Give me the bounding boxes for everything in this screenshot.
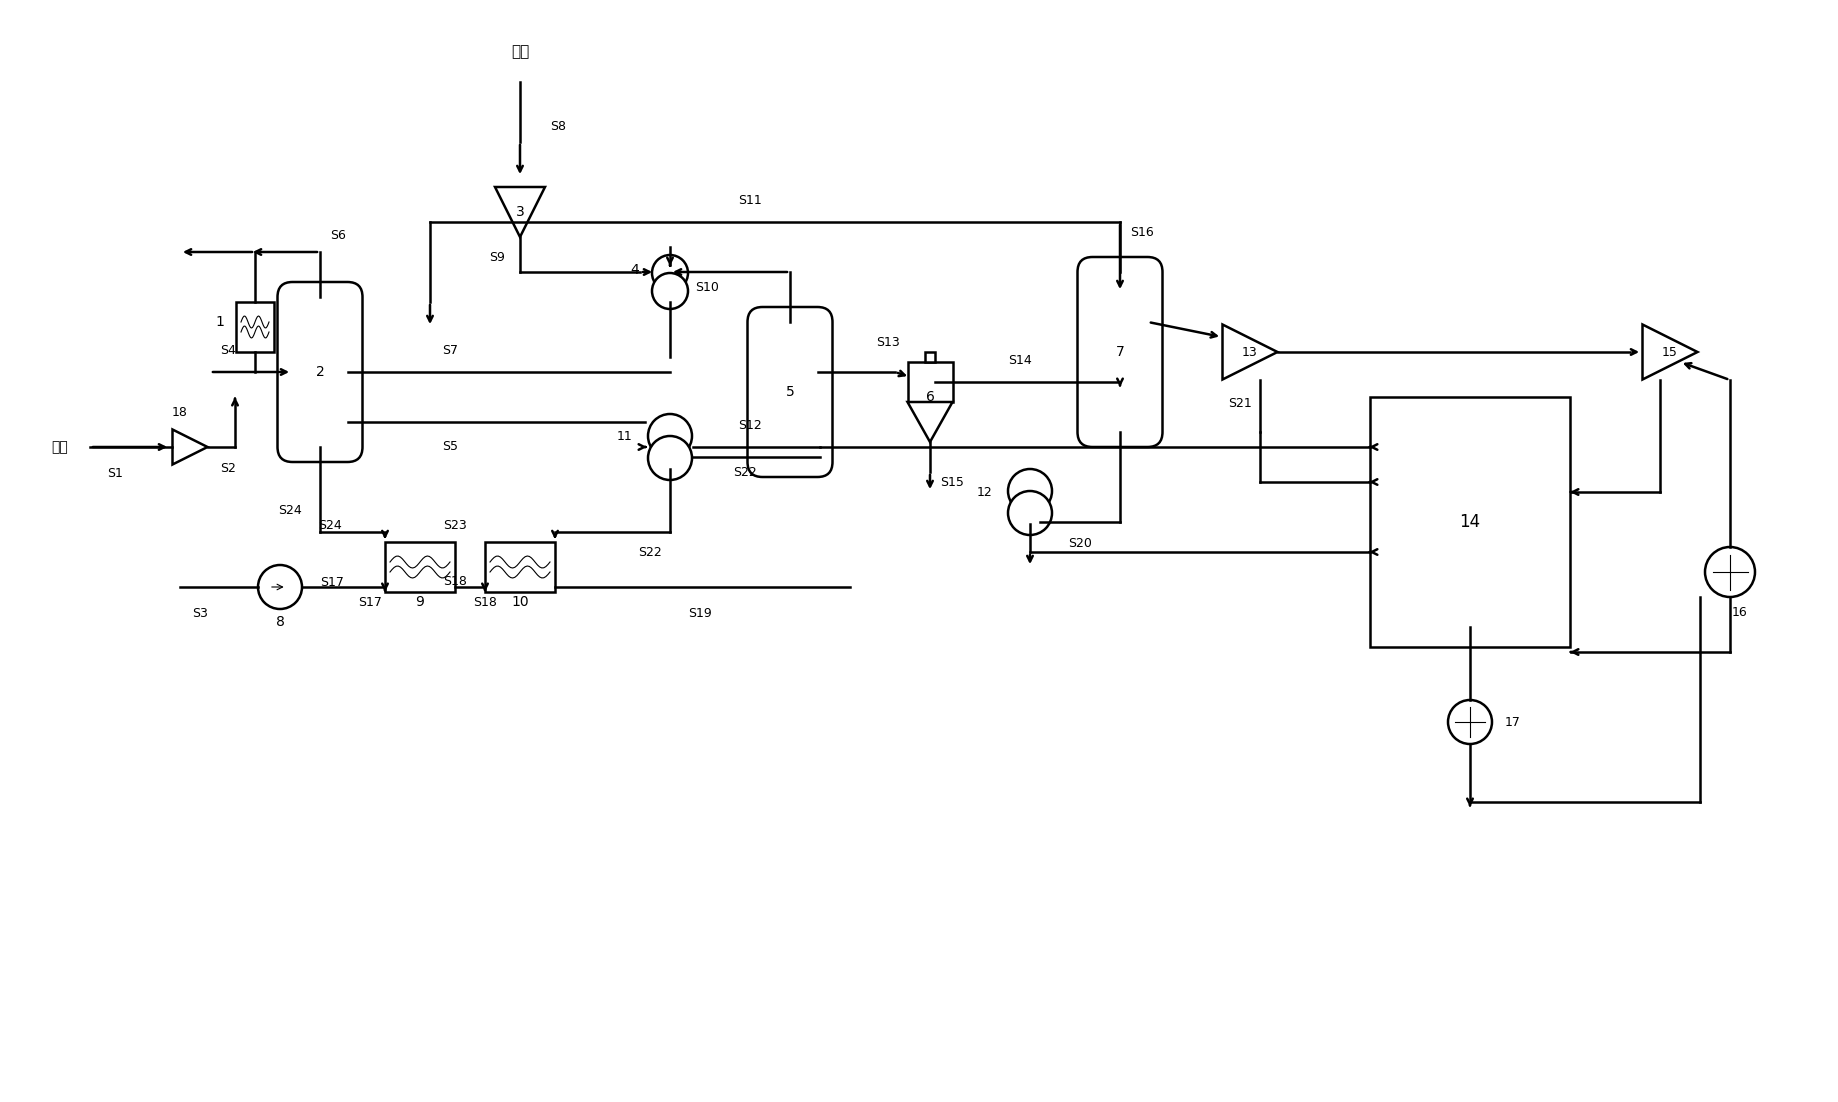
Text: S13: S13 xyxy=(877,335,901,348)
Text: 17: 17 xyxy=(1505,715,1520,728)
Text: 11: 11 xyxy=(618,431,632,443)
FancyBboxPatch shape xyxy=(278,282,362,462)
Circle shape xyxy=(652,273,687,309)
Text: 15: 15 xyxy=(1662,346,1678,358)
Circle shape xyxy=(652,255,687,291)
Text: 6: 6 xyxy=(926,390,934,404)
Text: S15: S15 xyxy=(939,475,963,488)
Bar xyxy=(485,542,555,592)
Text: S24: S24 xyxy=(318,519,342,532)
Text: S7: S7 xyxy=(441,344,458,357)
Text: S10: S10 xyxy=(695,281,719,293)
Bar xyxy=(384,542,456,592)
Bar xyxy=(1369,397,1570,647)
Text: S24: S24 xyxy=(278,504,301,517)
Text: S9: S9 xyxy=(489,250,505,263)
Text: S6: S6 xyxy=(331,229,346,242)
Text: 16: 16 xyxy=(1731,605,1748,618)
Text: 14: 14 xyxy=(1459,514,1481,531)
Text: S21: S21 xyxy=(1228,397,1252,410)
Polygon shape xyxy=(173,430,208,465)
Text: 13: 13 xyxy=(1242,346,1257,358)
Circle shape xyxy=(257,565,301,609)
Text: S18: S18 xyxy=(472,595,496,608)
Text: 10: 10 xyxy=(511,595,529,609)
Text: 空气: 空气 xyxy=(511,44,529,60)
Text: S2: S2 xyxy=(221,462,235,475)
Text: 4: 4 xyxy=(630,263,640,277)
Circle shape xyxy=(1448,700,1492,744)
Text: S23: S23 xyxy=(443,519,467,532)
Text: 甲醇: 甲醇 xyxy=(51,440,68,454)
Text: 12: 12 xyxy=(978,486,993,498)
Circle shape xyxy=(1007,469,1051,514)
Text: S4: S4 xyxy=(221,344,235,357)
Text: S22: S22 xyxy=(733,465,757,478)
Text: S17: S17 xyxy=(358,595,382,608)
Text: S8: S8 xyxy=(550,120,566,133)
Text: 2: 2 xyxy=(316,365,323,379)
Bar xyxy=(235,302,274,352)
Text: S12: S12 xyxy=(739,419,763,432)
Text: S16: S16 xyxy=(1130,226,1154,238)
Text: 8: 8 xyxy=(276,615,285,629)
Text: S22: S22 xyxy=(638,545,662,559)
Bar xyxy=(908,361,952,402)
Text: 1: 1 xyxy=(215,315,224,329)
Text: 9: 9 xyxy=(415,595,425,609)
Polygon shape xyxy=(1222,324,1277,379)
Text: S19: S19 xyxy=(687,607,711,620)
FancyBboxPatch shape xyxy=(1077,257,1162,447)
Text: 18: 18 xyxy=(173,406,187,419)
Circle shape xyxy=(1706,547,1755,597)
Text: 3: 3 xyxy=(516,205,524,219)
FancyBboxPatch shape xyxy=(748,307,833,477)
Polygon shape xyxy=(494,187,546,237)
Text: S17: S17 xyxy=(320,575,344,588)
Text: S18: S18 xyxy=(443,575,467,588)
Circle shape xyxy=(649,436,691,480)
Polygon shape xyxy=(908,402,952,442)
Bar xyxy=(925,352,936,361)
Text: 5: 5 xyxy=(785,385,794,399)
Text: S14: S14 xyxy=(1007,354,1031,367)
Text: S5: S5 xyxy=(441,441,458,454)
Circle shape xyxy=(649,414,691,458)
Text: S20: S20 xyxy=(1068,537,1092,550)
Text: S11: S11 xyxy=(739,194,763,207)
Polygon shape xyxy=(1643,324,1698,379)
Text: S1: S1 xyxy=(107,467,123,480)
Circle shape xyxy=(1007,491,1051,534)
Text: 7: 7 xyxy=(1116,345,1125,359)
Text: S3: S3 xyxy=(191,607,208,620)
